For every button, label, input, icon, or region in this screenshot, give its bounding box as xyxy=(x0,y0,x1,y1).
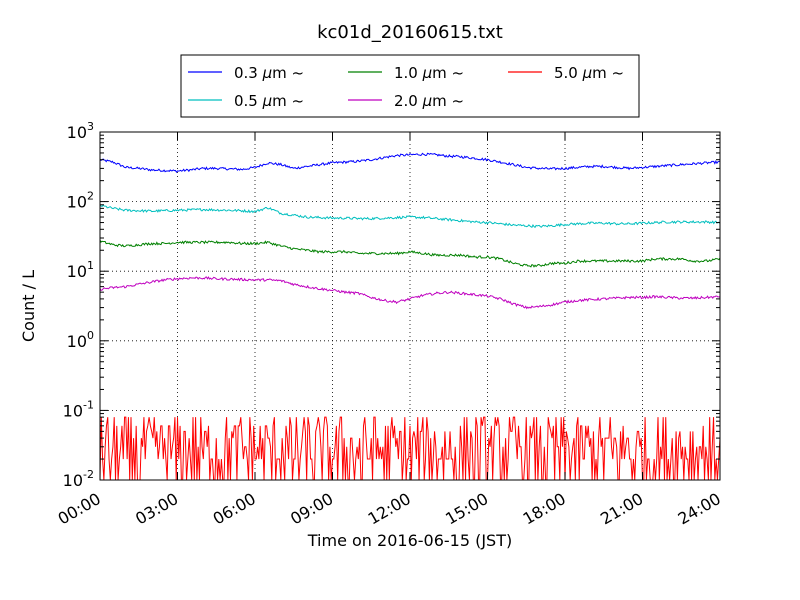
legend-label: 1.0 μm ~ xyxy=(394,64,464,82)
legend-unit: m ~ xyxy=(272,64,304,82)
series-layer xyxy=(99,152,721,481)
y-tick-exponent: -1 xyxy=(83,398,94,411)
y-tick-base: 10 xyxy=(67,332,87,351)
legend-unit: m ~ xyxy=(432,64,464,82)
y-tick-label: 10-2 xyxy=(63,468,94,490)
y-tick-label: 103 xyxy=(67,120,94,142)
y-tick-base: 10 xyxy=(63,471,83,490)
legend-unit: μ xyxy=(262,64,273,82)
legend-unit: μ xyxy=(262,92,273,110)
legend-entry: 2.0 μm ~ xyxy=(348,92,464,110)
legend-size: 2.0 xyxy=(394,92,423,110)
legend-unit: μ xyxy=(422,92,433,110)
y-tick-label: 102 xyxy=(67,190,94,212)
y-axis-label: Count / L xyxy=(19,270,38,342)
legend-unit: m ~ xyxy=(272,92,304,110)
legend-unit: μ xyxy=(422,64,433,82)
legend-entry: 0.3 μm ~ xyxy=(188,64,304,82)
x-axis-label: Time on 2016-06-15 (JST) xyxy=(307,531,512,550)
legend-size: 1.0 xyxy=(394,64,423,82)
legend-label: 0.3 μm ~ xyxy=(234,64,304,82)
chart-title: kc01d_20160615.txt xyxy=(317,22,503,43)
legend-label: 2.0 μm ~ xyxy=(394,92,464,110)
tick-marks xyxy=(99,131,721,481)
legend: 0.3 μm ~0.5 μm ~1.0 μm ~2.0 μm ~5.0 μm ~ xyxy=(180,54,640,118)
y-tick-exponent: 1 xyxy=(87,259,94,272)
y-tick-exponent: 0 xyxy=(87,329,94,342)
legend-label: 5.0 μm ~ xyxy=(554,64,624,82)
series-line-0-5um xyxy=(99,204,721,229)
y-tick-exponent: 2 xyxy=(87,190,94,203)
legend-size: 5.0 xyxy=(554,64,583,82)
y-tick-label: 101 xyxy=(67,259,94,281)
legend-entry: 0.5 μm ~ xyxy=(188,92,304,110)
y-tick-base: 10 xyxy=(67,123,87,142)
series-line-5-0um xyxy=(99,416,721,481)
legend-entry: 5.0 μm ~ xyxy=(508,64,624,82)
series-line-1-0um xyxy=(99,239,721,268)
y-tick-base: 10 xyxy=(63,401,83,420)
y-tick-base: 10 xyxy=(67,262,87,281)
y-tick-base: 10 xyxy=(67,193,87,212)
series-line-2-0um xyxy=(99,276,721,310)
grid-lines xyxy=(100,132,720,480)
legend-entry: 1.0 μm ~ xyxy=(348,64,464,82)
legend-unit: μ xyxy=(582,64,593,82)
y-tick-exponent: 3 xyxy=(87,120,94,133)
legend-size: 0.5 xyxy=(234,92,263,110)
legend-label: 0.5 μm ~ xyxy=(234,92,304,110)
series-line-0-3um xyxy=(99,152,721,174)
legend-unit: m ~ xyxy=(432,92,464,110)
legend-unit: m ~ xyxy=(592,64,624,82)
legend-size: 0.3 xyxy=(234,64,263,82)
y-tick-label: 100 xyxy=(67,329,94,351)
y-tick-label: 10-1 xyxy=(63,398,94,420)
y-tick-exponent: -2 xyxy=(83,468,94,481)
